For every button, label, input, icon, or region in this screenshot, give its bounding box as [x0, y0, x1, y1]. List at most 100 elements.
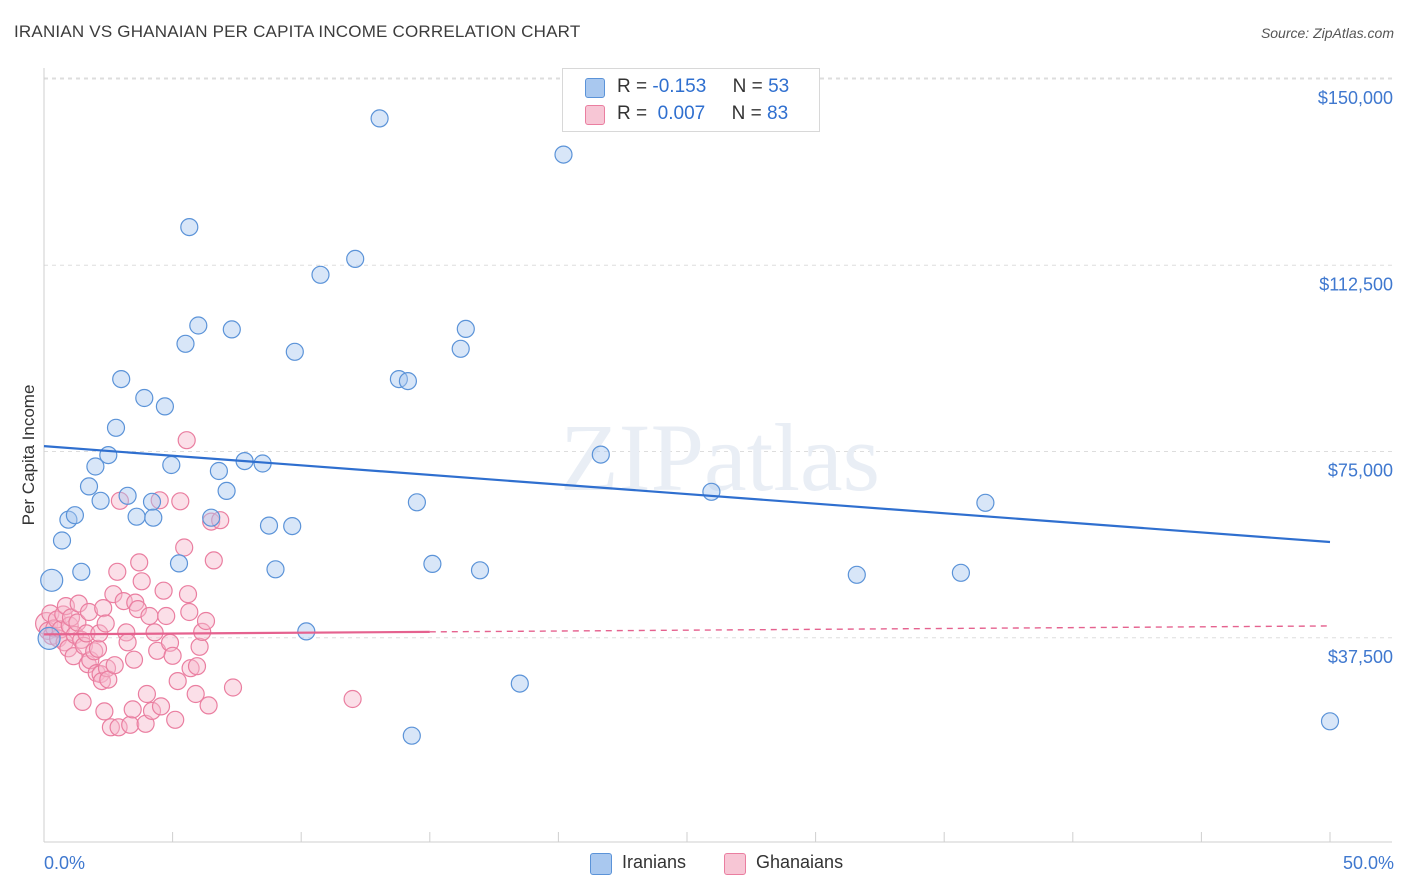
chart-title: IRANIAN VS GHANAIAN PER CAPITA INCOME CO…	[14, 22, 581, 41]
y-axis-label: Per Capita Income	[19, 385, 38, 526]
ghanaian-point	[181, 659, 200, 678]
ghanaian-point	[157, 606, 176, 626]
bottom-legend-swatch-iranians	[590, 853, 612, 875]
x-ticks	[43, 832, 1331, 842]
y-tick-labels: $37,500 $75,000 $112,500 $150,000	[1318, 88, 1393, 667]
legend-n-value: 83	[767, 103, 789, 124]
ghanaians-trend-line-solid	[43, 630, 430, 636]
iranian-point	[456, 319, 475, 338]
iranian-point	[297, 622, 316, 641]
ghanaian-point	[168, 671, 187, 691]
ghanaian-point	[186, 684, 205, 704]
ghanaian-point	[177, 431, 196, 450]
iranian-point	[99, 446, 118, 465]
ghanaian-point	[109, 718, 128, 737]
iranian-point	[259, 516, 279, 535]
iranian-point	[283, 516, 302, 536]
iranian-point	[106, 418, 126, 437]
ghanaian-point	[132, 572, 151, 591]
x-tick-label-max: 50.0%	[1343, 853, 1394, 873]
ghanaian-point	[123, 700, 142, 719]
ghanaian-point	[101, 718, 121, 737]
ghanaian-point	[88, 639, 108, 658]
iranian-point	[423, 554, 442, 574]
iranian-point	[189, 316, 208, 335]
iranian-point	[311, 265, 330, 284]
ghanaian-point	[166, 710, 185, 729]
ghanaian-point	[79, 602, 99, 622]
ghanaian-point	[175, 538, 194, 557]
iranian-point	[86, 457, 105, 476]
legend-r-label: R =	[617, 76, 648, 97]
iranian-point	[176, 334, 195, 353]
legend-n-value: 53	[768, 76, 790, 97]
ghanaian-point	[73, 692, 92, 712]
iranian-point	[591, 445, 610, 464]
legend-r-value: 0.007	[657, 103, 706, 124]
iranian-point	[389, 370, 408, 389]
ghanaian-point	[142, 701, 162, 721]
ghanaian-point	[202, 512, 221, 531]
legend-r-value: -0.153	[652, 76, 707, 97]
iranian-point	[346, 249, 365, 268]
iranian-point	[144, 508, 163, 527]
ghanaian-point	[130, 553, 149, 572]
iranian-point	[847, 565, 866, 584]
ghanaian-point	[178, 585, 198, 604]
ghanaian-point	[145, 623, 164, 642]
legend-n-label: N =	[732, 76, 763, 97]
ghanaian-point	[96, 614, 115, 633]
ghanaian-point	[94, 598, 113, 618]
bottom-legend-label-iranians: Iranians	[622, 852, 687, 872]
x-tick-label-min: 0.0%	[44, 853, 85, 873]
ghanaian-point	[128, 599, 147, 619]
legend-r-label: R =	[617, 103, 648, 124]
iranian-point	[65, 506, 85, 525]
ghanaian-point	[151, 697, 171, 716]
iranian-point	[40, 568, 64, 592]
ghanaian-point	[121, 715, 140, 734]
iranian-point	[180, 218, 199, 237]
axes	[43, 68, 1392, 843]
iranian-point	[370, 109, 389, 128]
iranian-point	[976, 493, 995, 512]
legend-swatch-iranians	[585, 78, 605, 98]
iranian-point	[142, 492, 162, 511]
gridlines	[44, 77, 1392, 639]
y-tick-label: $112,500	[1319, 274, 1393, 294]
ghanaian-point	[105, 656, 124, 675]
iranian-point	[702, 482, 721, 501]
ghanaian-point	[154, 581, 173, 600]
ghanaian-point	[150, 491, 169, 510]
ghanaian-point	[171, 492, 190, 511]
ghanaian-point	[193, 622, 212, 642]
correlation-legend: R = -0.153 N = 53 R = 0.007 N = 83	[562, 68, 820, 132]
ghanaian-point	[137, 684, 156, 704]
iranian-point	[285, 342, 304, 361]
ghanaian-point	[343, 689, 362, 709]
source-label: Source: ZipAtlas.com	[1260, 25, 1394, 41]
iranian-point	[162, 455, 181, 475]
iranian-point	[266, 560, 285, 579]
iranian-point	[217, 481, 236, 500]
y-tick-label: $37,500	[1328, 647, 1393, 667]
ghanaian-point	[180, 602, 199, 622]
legend-n-label: N =	[731, 103, 762, 124]
iranian-point	[402, 726, 421, 745]
iranian-point	[91, 491, 110, 510]
iranian-point	[554, 145, 573, 164]
bottom-legend-swatch-ghanaians	[724, 853, 746, 875]
ghanaian-point	[108, 562, 127, 581]
ghanaians-points	[34, 431, 362, 737]
ghanaian-point	[204, 551, 223, 570]
iranian-point	[398, 372, 417, 391]
iranian-point	[470, 561, 490, 580]
y-tick-label: $150,000	[1318, 88, 1393, 108]
ghanaian-point	[118, 633, 137, 652]
ghanaian-point	[114, 591, 133, 611]
iranian-point	[510, 674, 529, 693]
ghanaian-point	[196, 611, 216, 631]
ghanaian-point	[140, 606, 159, 626]
ghanaian-point	[104, 585, 123, 604]
iranians-trend-line	[43, 445, 1331, 544]
